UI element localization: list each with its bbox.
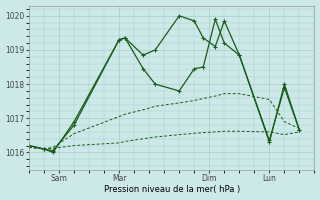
X-axis label: Pression niveau de la mer( hPa ): Pression niveau de la mer( hPa ) xyxy=(104,185,240,194)
